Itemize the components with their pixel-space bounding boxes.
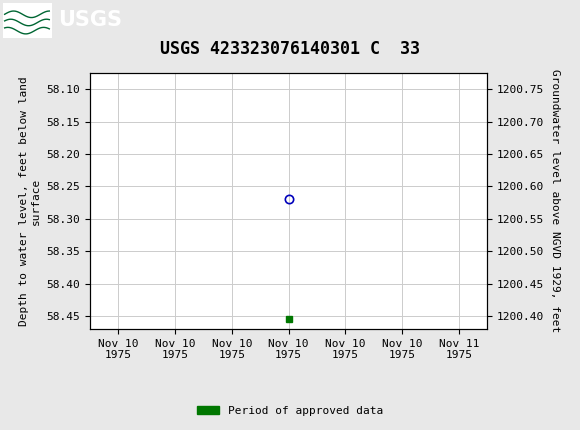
Y-axis label: Groundwater level above NGVD 1929, feet: Groundwater level above NGVD 1929, feet xyxy=(550,69,560,333)
Legend: Period of approved data: Period of approved data xyxy=(193,401,387,420)
Text: USGS: USGS xyxy=(58,10,122,31)
Y-axis label: Depth to water level, feet below land
surface: Depth to water level, feet below land su… xyxy=(19,76,41,326)
FancyBboxPatch shape xyxy=(3,3,52,37)
Text: USGS 423323076140301 C  33: USGS 423323076140301 C 33 xyxy=(160,40,420,58)
